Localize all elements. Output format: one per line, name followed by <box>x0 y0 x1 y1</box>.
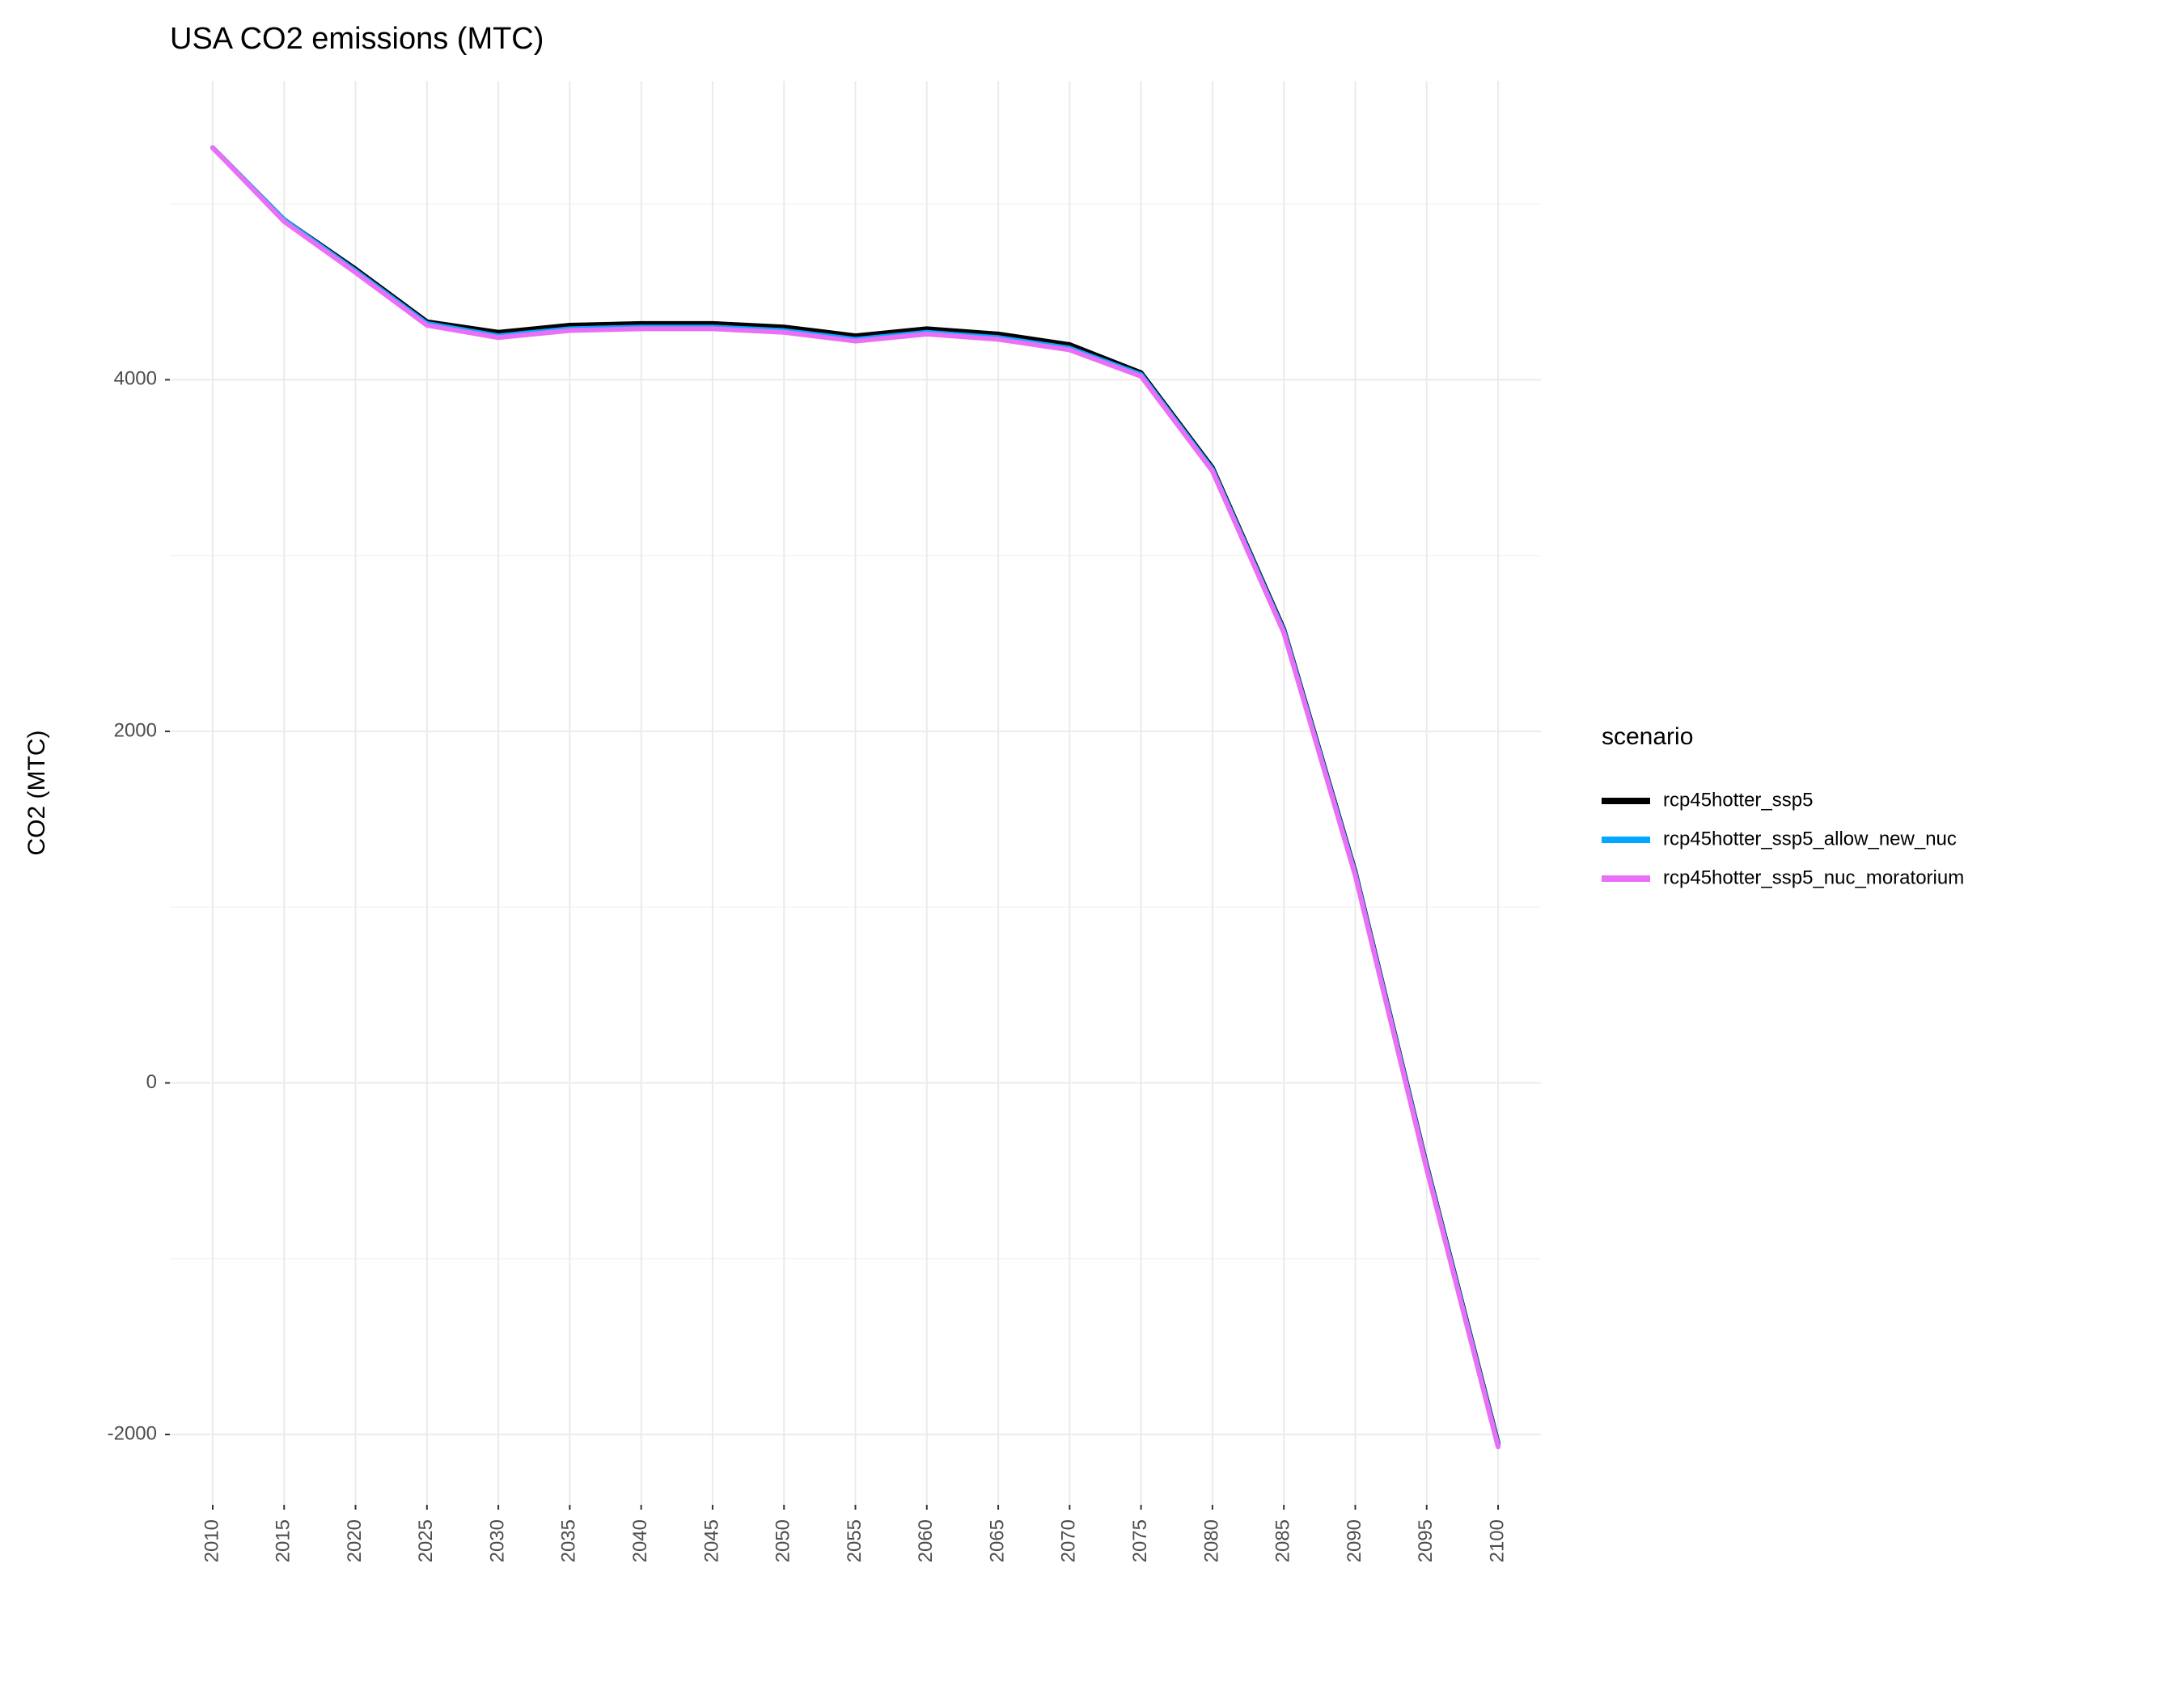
legend-label: rcp45hotter_ssp5_nuc_moratorium <box>1663 866 1964 888</box>
y-tick-label: -2000 <box>108 1422 157 1444</box>
x-tick-label: 2020 <box>344 1519 366 1562</box>
chart-title: USA CO2 emissions (MTC) <box>170 22 544 56</box>
chart-container: -2000 0 2000 4000 2010 2015 2020 2025 2030 2035 20… <box>0 0 2184 1699</box>
x-tick-label: 2015 <box>273 1519 294 1562</box>
x-tick-label: 2035 <box>558 1519 580 1562</box>
x-tick-label: 2045 <box>700 1519 722 1562</box>
x-tick-label: 2100 <box>1486 1519 1508 1562</box>
legend-label: rcp45hotter_ssp5_allow_new_nuc <box>1663 828 1957 850</box>
y-tick-label: 2000 <box>114 719 157 741</box>
x-tick-label: 2070 <box>1058 1519 1080 1562</box>
y-tick-label: 0 <box>146 1071 157 1093</box>
x-tick-label: 2090 <box>1344 1519 1365 1562</box>
x-tick-label: 2050 <box>772 1519 794 1562</box>
x-tick-label: 2025 <box>415 1519 437 1562</box>
legend-label: rcp45hotter_ssp5 <box>1663 789 1813 811</box>
x-tick-label: 2055 <box>844 1519 866 1562</box>
x-tick-label: 2095 <box>1415 1519 1437 1562</box>
line-chart: -2000 0 2000 4000 2010 2015 2020 2025 2030 2035 20… <box>0 0 2184 1699</box>
x-tick-label: 2075 <box>1129 1519 1151 1562</box>
y-tick-label: 4000 <box>114 368 157 390</box>
x-tick-label: 2060 <box>915 1519 937 1562</box>
x-tick-label: 2010 <box>201 1519 222 1562</box>
x-tick-label: 2040 <box>629 1519 651 1562</box>
x-tick-label: 2030 <box>486 1519 508 1562</box>
x-tick-label: 2080 <box>1200 1519 1222 1562</box>
x-tick-label: 2065 <box>986 1519 1008 1562</box>
x-tick-label: 2085 <box>1272 1519 1294 1562</box>
legend-title: scenario <box>1602 723 1693 750</box>
y-axis-label: CO2 (MTC) <box>23 731 50 856</box>
